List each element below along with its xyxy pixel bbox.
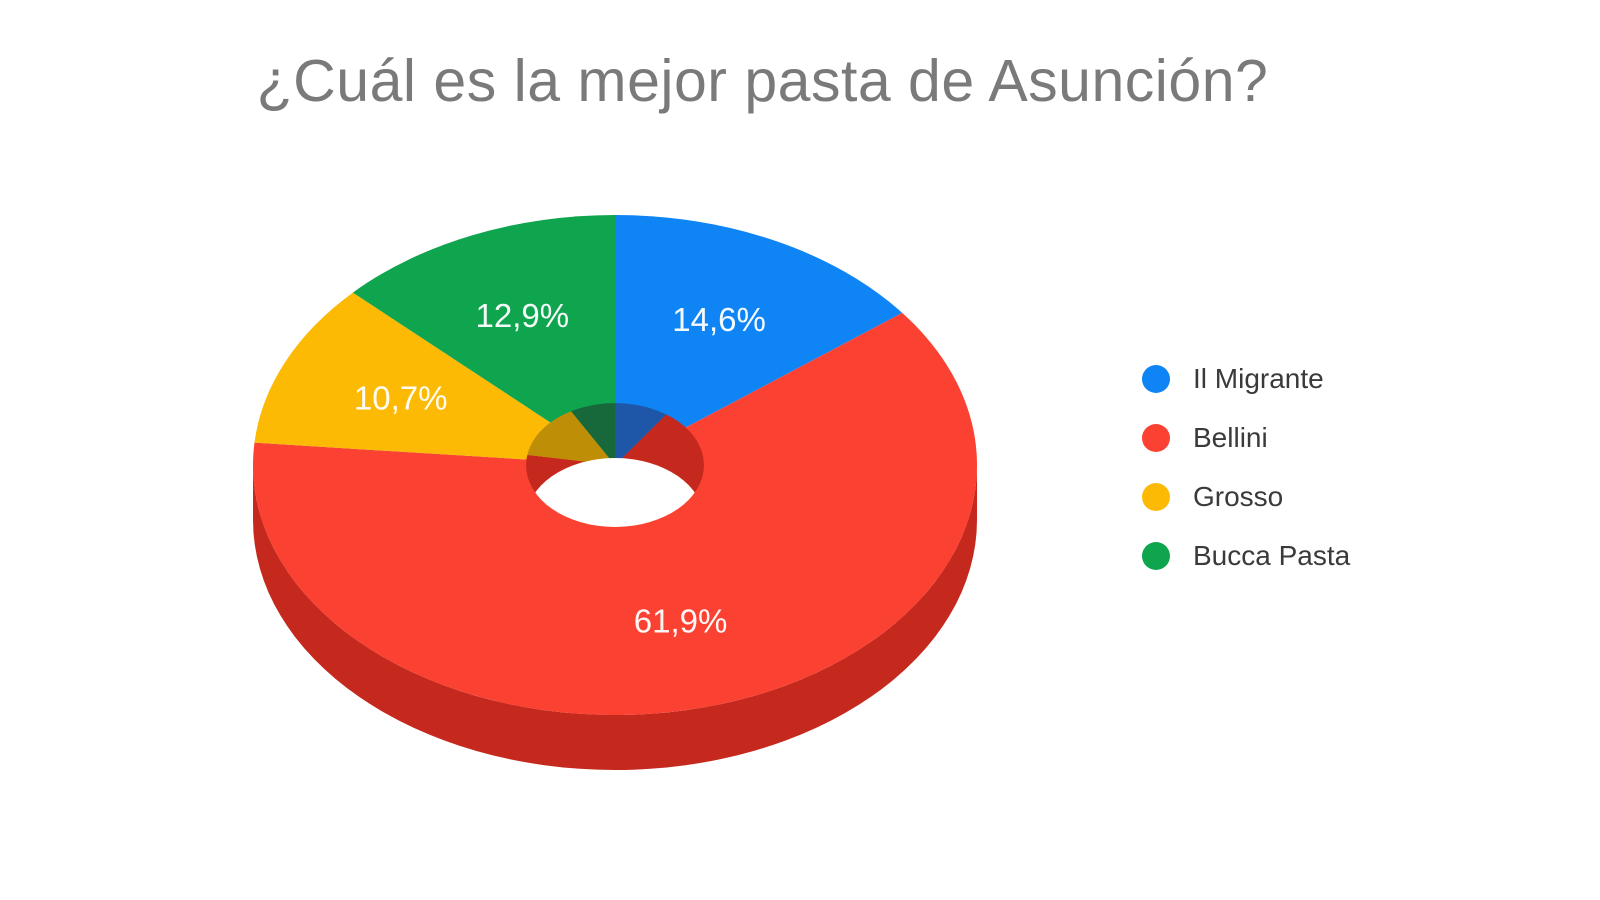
legend-item-bucca-pasta: Bucca Pasta (1142, 526, 1350, 585)
chart-legend: Il Migrante Bellini Grosso Bucca Pasta (1142, 349, 1350, 585)
legend-item-il-migrante: Il Migrante (1142, 349, 1350, 408)
pie-slice-grosso (254, 292, 615, 465)
legend-item-bellini: Bellini (1142, 408, 1350, 467)
pie-rim-3d (253, 465, 977, 770)
legend-swatch-icon (1142, 482, 1170, 511)
pie-slice-il-migrante (615, 215, 903, 465)
legend-swatch-icon (1142, 541, 1170, 570)
legend-swatch-icon (1142, 364, 1170, 393)
slice-percent-label: 14,6% (672, 301, 766, 338)
slice-percent-label: 10,7% (354, 380, 448, 417)
donut-hole-opening (526, 458, 704, 527)
slice-percent-label: 12,9% (476, 297, 570, 334)
legend-label: Bucca Pasta (1193, 539, 1351, 571)
legend-item-grosso: Grosso (1142, 467, 1350, 526)
legend-label: Bellini (1193, 421, 1268, 453)
legend-swatch-icon (1142, 423, 1170, 452)
pie-slice-bucca-pasta (352, 215, 615, 465)
legend-label: Il Migrante (1193, 362, 1324, 394)
slice-percent-label: 61,9% (634, 603, 728, 640)
legend-label: Grosso (1193, 480, 1284, 512)
chart-title: ¿Cuál es la mejor pasta de Asunción? (256, 48, 1269, 114)
